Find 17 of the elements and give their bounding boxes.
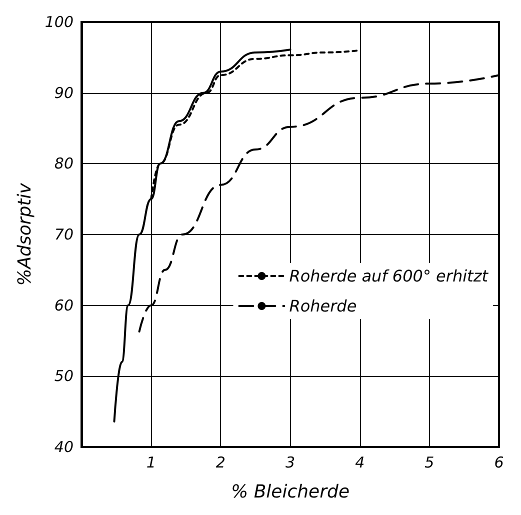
x-tick-label: 4 [355, 454, 365, 472]
y-axis-title: %Adsorptiv [14, 182, 36, 286]
y-tick-label: 100 [44, 13, 74, 31]
x-axis-title: % Bleicherde [231, 482, 350, 502]
x-tick-label: 3 [285, 454, 296, 472]
y-tick-label: 70 [54, 226, 74, 244]
y-tick-label: 40 [54, 438, 74, 456]
x-tick-label: 5 [424, 454, 434, 472]
y-tick-label: 90 [54, 84, 74, 102]
x-tick-label: 2 [216, 454, 226, 472]
y-tick-label: 80 [54, 154, 74, 173]
y-tick-label: 50 [54, 367, 74, 386]
x-tick-label: 1 [146, 454, 156, 472]
legend-label: Roherde [289, 296, 357, 316]
y-tick-label: 60 [54, 296, 74, 314]
legend-label: Roherde auf 600° erhitzt [289, 266, 489, 286]
x-tick-label: 6 [494, 454, 504, 472]
